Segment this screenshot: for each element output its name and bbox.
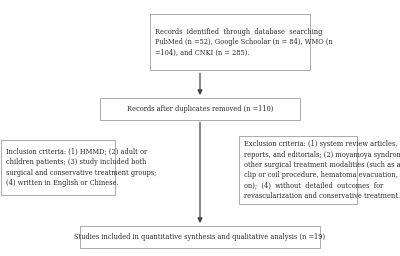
FancyBboxPatch shape: [1, 140, 115, 195]
Text: Exclusion criteria: (1) system review articles, case
reports, and editorials; (2: Exclusion criteria: (1) system review ar…: [244, 140, 400, 200]
Text: Records  identified  through  database  searching
PubMed (n =52), Google Schoola: Records identified through database sear…: [155, 28, 332, 57]
Text: Studies included in quantitative synthesis and qualitative analysis (n =19): Studies included in quantitative synthes…: [74, 233, 326, 241]
Text: Records after duplicates removed (n =110): Records after duplicates removed (n =110…: [127, 105, 273, 113]
Text: Inclusion criteria: (1) HMMD; (2) adult or
children patients; (3) study included: Inclusion criteria: (1) HMMD; (2) adult …: [6, 148, 156, 187]
FancyBboxPatch shape: [239, 136, 357, 204]
FancyBboxPatch shape: [100, 98, 300, 120]
FancyBboxPatch shape: [150, 14, 310, 70]
FancyBboxPatch shape: [80, 226, 320, 248]
